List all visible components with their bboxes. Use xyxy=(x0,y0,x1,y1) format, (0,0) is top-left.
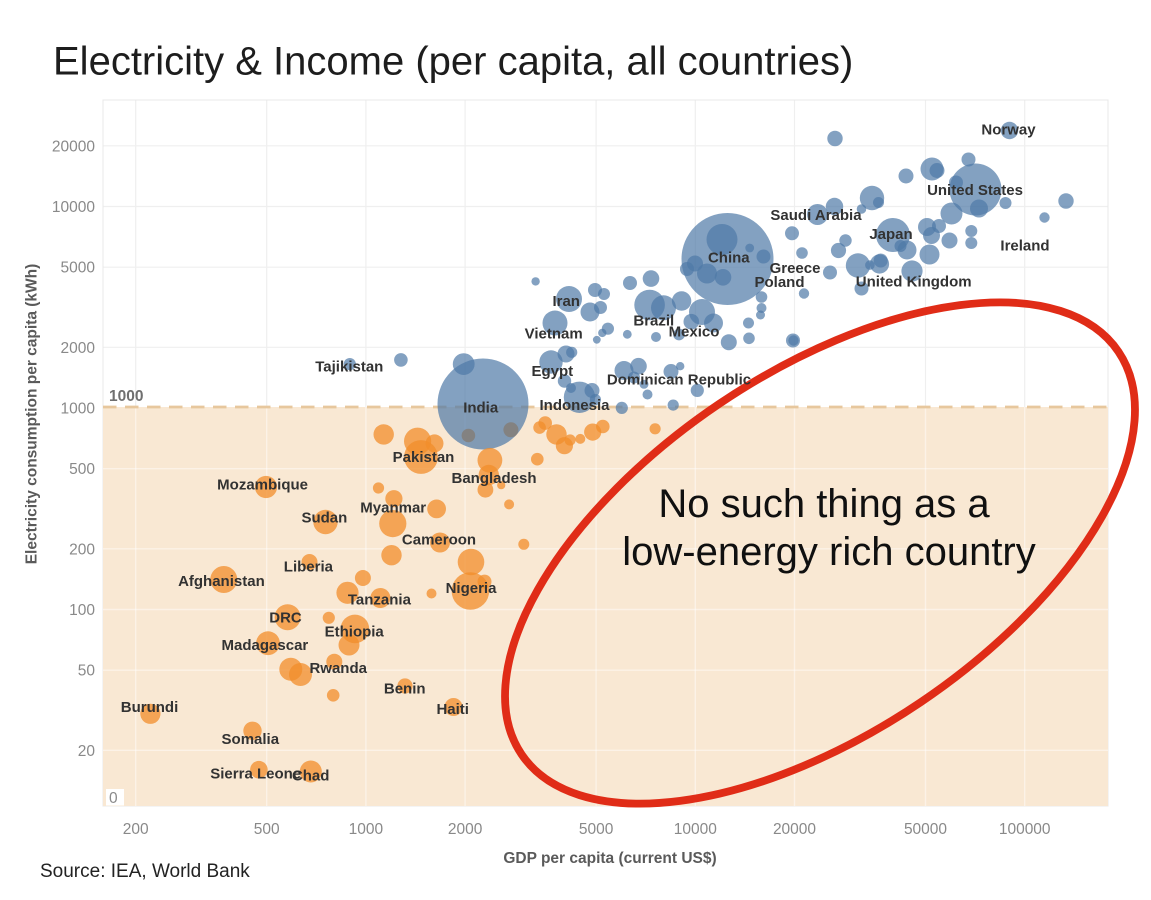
svg-text:Chad: Chad xyxy=(292,768,330,785)
svg-text:1000: 1000 xyxy=(349,821,384,838)
svg-text:10000: 10000 xyxy=(674,821,717,838)
svg-text:50: 50 xyxy=(78,663,96,680)
svg-text:2000: 2000 xyxy=(448,821,483,838)
svg-text:DRC: DRC xyxy=(269,610,302,627)
svg-text:500: 500 xyxy=(254,821,280,838)
svg-text:Madagascar: Madagascar xyxy=(222,637,309,654)
svg-text:10000: 10000 xyxy=(52,199,95,216)
svg-text:200: 200 xyxy=(69,541,95,558)
svg-text:2000: 2000 xyxy=(61,340,96,357)
svg-text:Nigeria: Nigeria xyxy=(446,580,498,597)
svg-text:Vietnam: Vietnam xyxy=(525,325,583,342)
svg-text:Indonesia: Indonesia xyxy=(539,397,610,414)
svg-text:20000: 20000 xyxy=(773,821,816,838)
svg-text:Bangladesh: Bangladesh xyxy=(451,470,536,487)
svg-text:500: 500 xyxy=(69,461,95,478)
svg-text:Ethiopia: Ethiopia xyxy=(325,623,385,640)
svg-text:Poland: Poland xyxy=(754,274,804,291)
svg-text:Electricity & Income (per capi: Electricity & Income (per capita, all co… xyxy=(53,40,853,84)
svg-text:Myanmar: Myanmar xyxy=(360,500,426,517)
svg-text:Norway: Norway xyxy=(981,122,1036,139)
svg-text:Japan: Japan xyxy=(869,226,912,243)
svg-text:No such thing as a: No such thing as a xyxy=(658,482,990,526)
svg-text:GDP per capita (current US$): GDP per capita (current US$) xyxy=(503,850,716,867)
svg-text:5000: 5000 xyxy=(61,260,96,277)
svg-text:Liberia: Liberia xyxy=(284,558,334,575)
svg-text:Mexico: Mexico xyxy=(669,324,720,341)
svg-text:China: China xyxy=(708,250,750,267)
svg-text:50000: 50000 xyxy=(904,821,947,838)
svg-text:100000: 100000 xyxy=(999,821,1051,838)
svg-text:Burundi: Burundi xyxy=(121,699,179,716)
svg-text:Cameroon: Cameroon xyxy=(402,532,476,549)
svg-text:Tajikistan: Tajikistan xyxy=(315,359,383,376)
svg-text:Sudan: Sudan xyxy=(301,510,347,527)
svg-text:Source: IEA, World Bank: Source: IEA, World Bank xyxy=(40,861,250,882)
svg-text:Brazil: Brazil xyxy=(633,312,674,329)
svg-text:Mozambique: Mozambique xyxy=(217,477,308,494)
svg-text:Egypt: Egypt xyxy=(531,363,573,380)
svg-text:Haiti: Haiti xyxy=(436,701,469,718)
svg-text:Ireland: Ireland xyxy=(1000,238,1049,255)
svg-text:Tanzania: Tanzania xyxy=(348,591,412,608)
svg-text:Sierra Leone: Sierra Leone xyxy=(210,765,301,782)
svg-text:5000: 5000 xyxy=(579,821,614,838)
svg-text:1000: 1000 xyxy=(61,401,96,418)
svg-text:100: 100 xyxy=(69,602,95,619)
svg-text:0: 0 xyxy=(109,790,118,807)
svg-text:Iran: Iran xyxy=(552,293,580,310)
svg-text:Somalia: Somalia xyxy=(222,731,280,748)
svg-text:Dominican Republic: Dominican Republic xyxy=(607,372,751,389)
svg-text:India: India xyxy=(463,399,499,416)
svg-text:20000: 20000 xyxy=(52,138,95,155)
svg-text:low-energy rich country: low-energy rich country xyxy=(622,530,1036,574)
svg-text:200: 200 xyxy=(123,821,149,838)
svg-text:Afghanistan: Afghanistan xyxy=(178,573,265,590)
svg-text:Pakistan: Pakistan xyxy=(393,449,455,466)
svg-text:United States: United States xyxy=(927,182,1023,199)
svg-text:1000: 1000 xyxy=(109,388,143,405)
svg-text:Benin: Benin xyxy=(384,681,426,698)
svg-text:Greece: Greece xyxy=(770,260,821,277)
svg-text:Saudi Arabia: Saudi Arabia xyxy=(770,207,862,224)
svg-text:Electricity consumption per ca: Electricity consumption per capita (kWh) xyxy=(24,264,41,565)
svg-text:20: 20 xyxy=(78,743,96,760)
svg-text:Rwanda: Rwanda xyxy=(309,660,367,677)
svg-text:United Kingdom: United Kingdom xyxy=(856,274,972,291)
